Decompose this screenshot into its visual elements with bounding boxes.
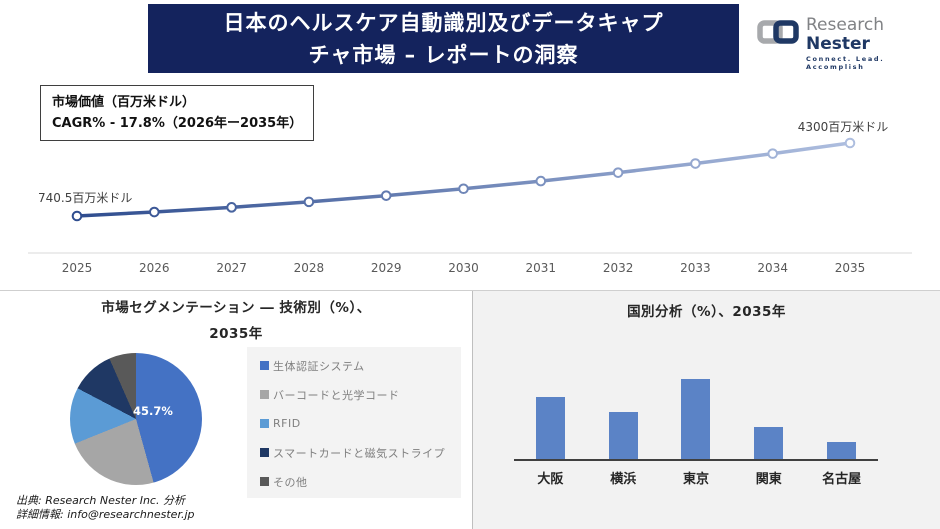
bar-名古屋 (827, 441, 857, 459)
year-tick-label: 2031 (526, 261, 557, 275)
data-point-marker (226, 202, 237, 213)
bar-slot (514, 379, 587, 459)
country-bar-chart (514, 379, 878, 461)
legend-swatch-icon (260, 361, 269, 370)
bar-category-label: 横浜 (610, 472, 637, 487)
data-point-marker (303, 196, 315, 208)
legend-label: スマートカードと磁気ストライプ (273, 446, 446, 460)
research-nester-logo: Research Nester Connect. Lead. Accomplis… (756, 16, 940, 71)
legend-swatch-icon (260, 477, 269, 486)
bar-slot (732, 379, 805, 459)
market-value-line (75, 141, 852, 218)
year-tick-label: 2033 (680, 261, 711, 275)
year-tick-label: 2032 (603, 261, 634, 275)
logo-word-nester: Nester (806, 34, 870, 54)
data-point-marker (767, 148, 779, 159)
year-tick-label: 2034 (757, 261, 788, 275)
year-tick-label: 2026 (139, 261, 170, 275)
data-point-marker (690, 158, 701, 169)
legend-label: RFID (273, 417, 301, 430)
year-tick-label: 2025 (62, 261, 93, 275)
legend-item: 生体認証システム (260, 351, 461, 380)
legend-label: その他 (273, 475, 308, 489)
data-point-marker (380, 190, 392, 201)
legend-item: その他 (260, 467, 461, 496)
year-tick-label: 2029 (371, 261, 402, 275)
bar-slot (587, 379, 660, 459)
data-point-marker (844, 137, 856, 149)
segmentation-chart-title-line1: 市場セグメンテーション ― 技術別（%）、 (101, 300, 371, 316)
legend-swatch-icon (260, 419, 269, 428)
legend-item: バーコードと光学コード (260, 380, 461, 409)
bar-category-label: 大阪 (537, 472, 564, 487)
cagr-label: CAGR% - 17.8%（2026年ー2035年） (52, 116, 303, 131)
bar-横浜 (608, 411, 638, 459)
source-line: 出典: Research Nester Inc. 分析 (16, 494, 185, 507)
legend-item: RFID (260, 409, 461, 438)
legend-label: 生体認証システム (273, 359, 365, 373)
vertical-divider (472, 291, 473, 529)
bar-東京 (681, 379, 711, 459)
legend-item: スマートカードと磁気ストライプ (260, 438, 461, 467)
page-title-banner: 日本のヘルスケア自動識別及びデータキャプ チャ市場 – レポートの洞察 (148, 4, 739, 73)
segmentation-chart-title-line2: 2035年 (209, 326, 263, 342)
technology-segmentation-pie-chart: 45.7% (70, 353, 202, 485)
data-point-marker (612, 167, 624, 178)
data-point-marker (149, 206, 160, 218)
year-tick-label: 2027 (216, 261, 247, 275)
logo-text: Research Nester Connect. Lead. Accomplis… (806, 15, 940, 72)
start-value-label: 740.5百万米ドル (38, 191, 132, 205)
chain-link-icon (756, 16, 800, 51)
page-title-line2: チャ市場 – レポートの洞察 (308, 43, 579, 67)
logo-tagline: Connect. Lead. Accomplish (806, 55, 885, 71)
legend-swatch-icon (260, 448, 269, 457)
bar-slot (805, 379, 878, 459)
bar-関東 (754, 426, 784, 459)
market-value-unit-label: 市場価値（百万米ドル） (52, 95, 196, 110)
market-value-cagr-box: 市場価値（百万米ドル） CAGR% - 17.8%（2026年ー2035年） (40, 85, 315, 141)
data-point-marker (458, 183, 469, 195)
year-tick-label: 2035 (835, 261, 866, 275)
year-tick-label: 2028 (294, 261, 325, 275)
data-point-marker (535, 175, 547, 187)
country-bar-labels: 大阪 横浜 東京 関東 名古屋 (514, 468, 878, 487)
data-point-marker (71, 210, 83, 222)
pie-legend: 生体認証システムバーコードと光学コード RFID スマートカードと磁気ストライプ その… (247, 347, 461, 498)
bar-category-label: 名古屋 (822, 472, 862, 487)
source-note: 出典: Research Nester Inc. 分析 詳細情報: info@r… (16, 494, 195, 522)
bar-category-label: 関東 (755, 472, 782, 487)
pie-slice-value-label: 45.7% (133, 404, 173, 418)
legend-label: バーコードと光学コード (273, 388, 400, 402)
logo-word-research: Research (806, 15, 884, 35)
bar-大阪 (535, 396, 565, 459)
contact-line: 詳細情報: info@researchnester.jp (16, 508, 195, 521)
horizontal-divider (0, 290, 940, 291)
end-value-label: 4300百万米ドル (798, 120, 889, 134)
country-analysis-title: 国別分析（%）、2035年 (627, 304, 786, 320)
bar-slot (660, 379, 733, 459)
year-tick-label: 2030 (448, 261, 479, 275)
legend-swatch-icon (260, 390, 269, 399)
bar-category-label: 東京 (682, 472, 709, 487)
page-title-line1: 日本のヘルスケア自動識別及びデータキャプ (223, 11, 664, 35)
